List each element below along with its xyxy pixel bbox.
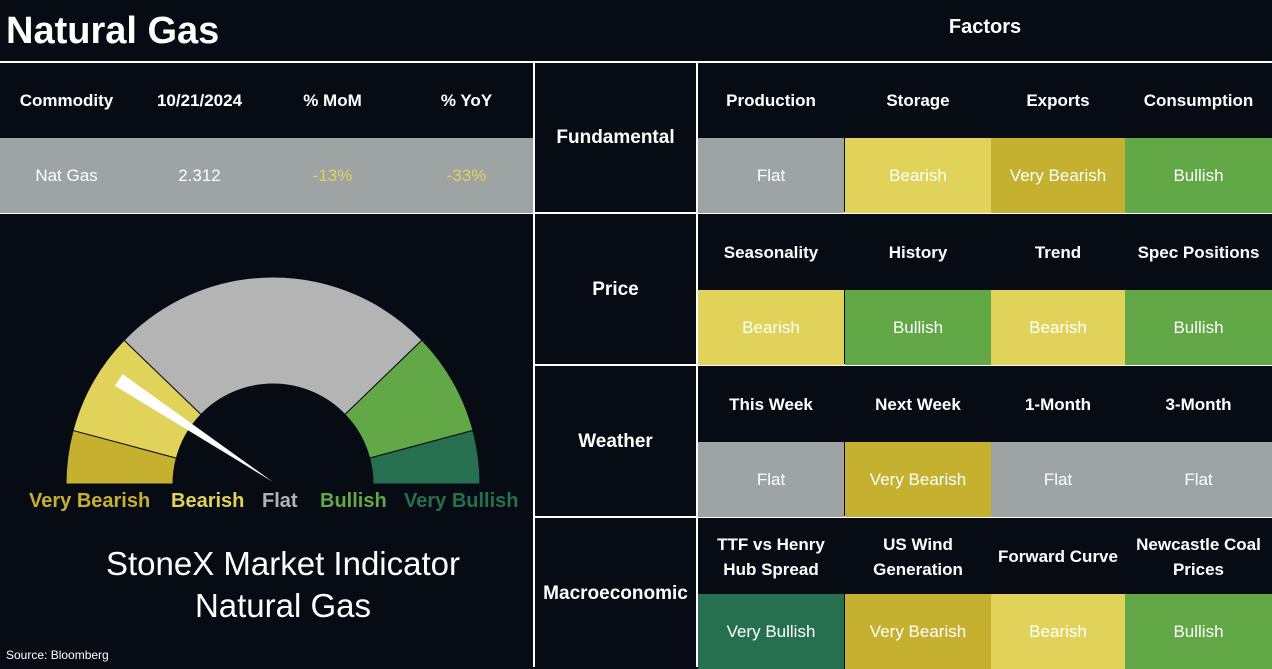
summary-yoy-value: -33% xyxy=(446,166,487,185)
factor-signal: Flat xyxy=(1125,442,1272,517)
factor-label: Next Week xyxy=(875,395,961,414)
gauge-needle xyxy=(114,374,273,482)
divider xyxy=(533,516,1272,518)
factor-signal: Bearish xyxy=(991,594,1125,669)
gauge-segment-very-bullish xyxy=(368,429,481,485)
factor-signal: Flat xyxy=(698,442,844,517)
factor-label: 1-Month xyxy=(1024,395,1092,414)
indicator-caption-line1: StoneX Market Indicator xyxy=(105,545,460,582)
factor-signal: Bullish xyxy=(1125,138,1272,213)
source-note: Source: Bloomberg xyxy=(6,648,109,662)
factor-signal: Bullish xyxy=(1125,290,1272,365)
factor-signal: Bearish xyxy=(991,290,1125,365)
section-weather: Weather xyxy=(578,431,653,452)
divider xyxy=(0,61,1272,63)
factor-label: TTF vs Henry Hub Spread xyxy=(717,534,825,579)
factor-signal: Very Bearish xyxy=(845,594,991,669)
indicator-caption-line2: Natural Gas xyxy=(194,587,372,624)
factor-label: This Week xyxy=(729,395,813,414)
summary-row-background xyxy=(0,138,533,213)
factor-label: Trend xyxy=(1034,243,1082,262)
factor-signal: Very Bearish xyxy=(991,138,1125,213)
divider xyxy=(533,212,1272,214)
factor-label: 3-Month xyxy=(1165,395,1232,414)
gauge-segment-flat xyxy=(123,276,423,416)
factor-label: Newcastle Coal Prices xyxy=(1136,534,1261,579)
factor-signal: Very Bearish xyxy=(845,442,991,517)
gauge-label-very-bullish: Very Bullish xyxy=(404,490,519,512)
summary-commodity-value: Nat Gas xyxy=(35,166,98,185)
factor-signal: Flat xyxy=(698,138,844,213)
factor-label: History xyxy=(888,243,948,262)
summary-header-date: 10/21/2024 xyxy=(156,91,243,110)
factor-label: Exports xyxy=(1026,91,1090,110)
page-title: Natural Gas xyxy=(6,10,220,52)
summary-header-commodity: Commodity xyxy=(19,91,114,110)
gauge-label-very-bearish: Very Bearish xyxy=(29,490,151,512)
section-fundamental: Fundamental xyxy=(556,127,675,148)
gauge-label-flat: Flat xyxy=(262,490,298,512)
factor-signal: Bearish xyxy=(698,290,844,365)
summary-header-mom: % MoM xyxy=(303,91,362,110)
factor-signal: Bullish xyxy=(845,290,991,365)
summary-header-yoy: % YoY xyxy=(440,91,493,110)
factor-label: Seasonality xyxy=(723,243,819,262)
factors-header: Factors xyxy=(948,16,1022,38)
market-indicator-gauge xyxy=(65,276,481,485)
divider xyxy=(0,212,534,214)
factor-label: Spec Positions xyxy=(1137,243,1260,262)
gauge-label-bullish: Bullish xyxy=(320,490,387,512)
factor-label: Forward Curve xyxy=(998,547,1118,566)
factor-signal: Bullish xyxy=(1125,594,1272,669)
factor-label: US Wind Generation xyxy=(873,534,963,579)
factor-signal: Bearish xyxy=(845,138,991,213)
summary-mom-value: -13% xyxy=(312,166,353,185)
factor-signal: Flat xyxy=(991,442,1125,517)
summary-price-value: 2.312 xyxy=(178,166,221,185)
gauge-label-bearish: Bearish xyxy=(171,490,245,512)
factor-label: Storage xyxy=(886,91,950,110)
factor-signal: Very Bullish xyxy=(698,594,844,669)
factor-label: Consumption xyxy=(1143,91,1254,110)
section-macroeconomic: Macroeconomic xyxy=(543,583,688,604)
factor-label: Production xyxy=(726,91,816,110)
divider xyxy=(533,364,1272,366)
section-price: Price xyxy=(592,279,639,300)
